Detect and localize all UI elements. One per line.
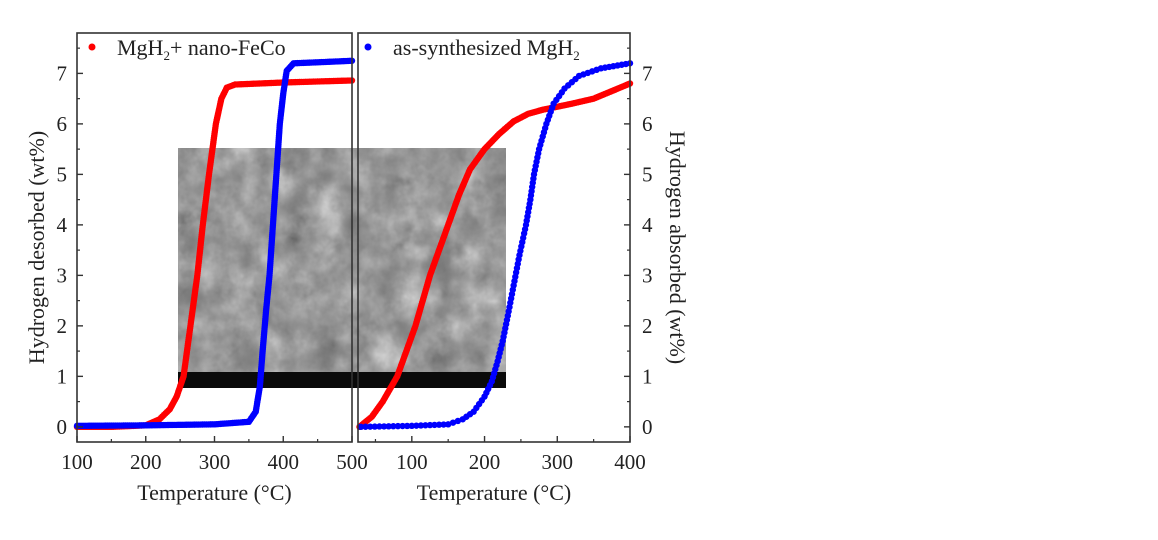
- y-tick-label: 0: [57, 415, 68, 439]
- data-point: [449, 419, 457, 426]
- legend: MgH2+ nano-FeCo: [88, 35, 286, 63]
- legend-marker: [88, 43, 96, 51]
- series-feco: [356, 80, 634, 431]
- data-point: [403, 422, 411, 430]
- legend: as-synthesized MgH2: [364, 35, 580, 63]
- data-point: [408, 422, 416, 430]
- data-point: [390, 423, 397, 430]
- data-point: [394, 422, 402, 430]
- y-tick-label: 7: [57, 61, 68, 85]
- legend-marker: [364, 43, 372, 51]
- series-as-synthesized: [73, 57, 356, 430]
- data-point: [444, 421, 452, 428]
- data-point: [385, 423, 392, 430]
- panel-right: 100 200 300 400 0 1 2 3 4 5 6 7 Temperature (°C) Hydr…: [356, 32, 690, 505]
- plot-frame: [357, 32, 631, 443]
- y-tick-label: 6: [642, 112, 653, 136]
- data-point: [435, 421, 443, 428]
- legend-label: as-synthesized MgH2: [393, 35, 580, 63]
- data-point: [454, 417, 462, 425]
- x-tick-label: 100: [61, 450, 93, 474]
- data-point: [426, 421, 434, 429]
- x-tick-label: 200: [130, 450, 162, 474]
- y-tick-label: 5: [642, 162, 653, 186]
- sem-inset-image: [178, 148, 506, 388]
- y-tick-label: 6: [57, 112, 68, 136]
- legend-label: MgH2+ nano-FeCo: [117, 35, 286, 63]
- panel-left: 100 200 300 400 500 0 1 2 3 4 5 6 7 Temperature (°C) H…: [24, 32, 368, 505]
- y-tick-label: 7: [642, 61, 653, 85]
- y-tick-label: 3: [57, 263, 68, 287]
- y-axis-label: Hydrogen desorbed (wt%): [24, 131, 49, 364]
- x-tick-label: 500: [336, 450, 368, 474]
- x-axis-label: Temperature (°C): [137, 480, 291, 505]
- x-tick-label: 200: [469, 450, 501, 474]
- data-point: [357, 423, 365, 431]
- x-tick-label: 300: [199, 450, 231, 474]
- data-point: [417, 422, 425, 429]
- data-point: [362, 423, 369, 430]
- data-point: [380, 423, 388, 430]
- x-tick-label: 100: [396, 450, 428, 474]
- sem-scale-bar: [178, 372, 506, 388]
- y-tick-label: 3: [642, 263, 653, 287]
- y-tick-label: 2: [57, 314, 68, 338]
- y-tick-label: 4: [642, 213, 653, 237]
- y-tick-label: 1: [642, 364, 653, 388]
- data-point: [413, 422, 420, 429]
- data-point: [422, 422, 429, 429]
- y-tick-label: 4: [57, 213, 68, 237]
- y-tick-label: 1: [57, 364, 68, 388]
- x-tick-label: 300: [542, 450, 574, 474]
- data-point: [399, 422, 406, 430]
- data-point: [366, 423, 374, 430]
- y-axis-label: Hydrogen absorbed (wt%): [665, 131, 690, 364]
- y-tick-label: 0: [642, 415, 653, 439]
- data-point: [371, 423, 378, 430]
- series-as-synthesized: [357, 60, 634, 431]
- y-tick-label: 2: [642, 314, 653, 338]
- x-tick-label: 400: [268, 450, 300, 474]
- x-axis-label: Temperature (°C): [417, 480, 571, 505]
- y-tick-label: 5: [57, 162, 68, 186]
- x-tick-label: 400: [614, 450, 646, 474]
- data-point: [431, 421, 438, 429]
- data-point: [376, 423, 383, 430]
- data-point: [440, 421, 447, 428]
